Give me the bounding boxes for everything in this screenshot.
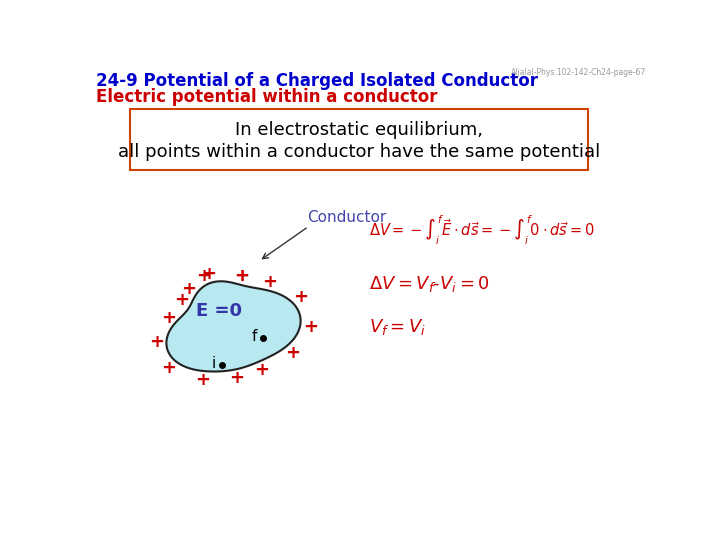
Text: $V_f = V_i$: $V_f = V_i$	[369, 316, 426, 336]
Text: +: +	[181, 280, 196, 298]
Text: i: i	[211, 356, 215, 371]
Text: +: +	[229, 369, 244, 388]
Text: 24-9 Potential of a Charged Isolated Conductor: 24-9 Potential of a Charged Isolated Con…	[96, 72, 539, 91]
Text: +: +	[254, 361, 269, 380]
Text: Conductor: Conductor	[307, 210, 386, 225]
Text: +: +	[234, 267, 249, 285]
Text: $\Delta V = V_f\text{-}V_i = 0$: $\Delta V = V_f\text{-}V_i = 0$	[369, 274, 490, 294]
Text: Aljalal-Phys.102-142-Ch24-page-67: Aljalal-Phys.102-142-Ch24-page-67	[511, 68, 647, 77]
Text: +: +	[174, 291, 189, 309]
Text: +: +	[303, 318, 318, 335]
Text: +: +	[195, 370, 210, 389]
Text: all points within a conductor have the same potential: all points within a conductor have the s…	[118, 143, 600, 160]
Text: +: +	[161, 309, 176, 327]
Text: E =0: E =0	[197, 302, 243, 320]
FancyBboxPatch shape	[130, 109, 588, 170]
Text: +: +	[234, 267, 249, 285]
Text: +: +	[293, 288, 308, 306]
Text: $\Delta V = -\int_i^f \vec{E}\cdot d\vec{s} = -\int_i^f 0 \cdot d\vec{s} = 0$: $\Delta V = -\int_i^f \vec{E}\cdot d\vec…	[369, 214, 595, 247]
Text: Electric potential within a conductor: Electric potential within a conductor	[96, 88, 438, 106]
Text: f: f	[251, 329, 256, 344]
Text: +: +	[262, 273, 277, 291]
Polygon shape	[166, 281, 301, 372]
Text: +: +	[285, 344, 300, 362]
Text: +: +	[161, 359, 176, 376]
Text: +: +	[149, 333, 164, 352]
Text: +: +	[202, 265, 217, 283]
Text: In electrostatic equilibrium,: In electrostatic equilibrium,	[235, 121, 483, 139]
Text: +: +	[197, 267, 212, 285]
